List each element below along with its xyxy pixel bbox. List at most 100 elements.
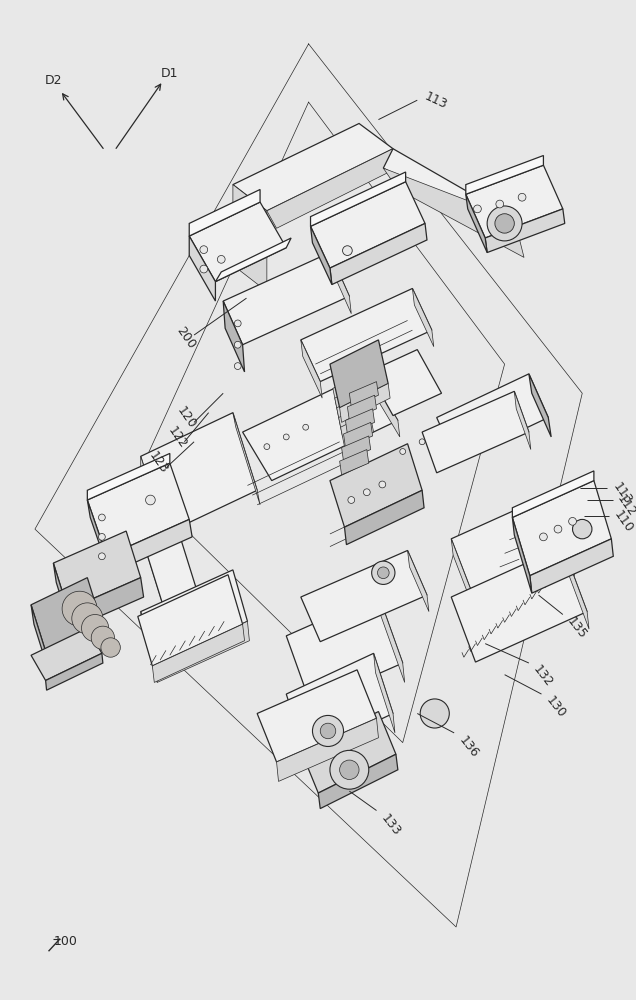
Polygon shape	[286, 595, 403, 704]
Polygon shape	[318, 754, 398, 809]
Polygon shape	[513, 517, 532, 593]
Polygon shape	[333, 374, 366, 408]
Text: 113: 113	[610, 481, 634, 508]
Circle shape	[62, 591, 97, 626]
Circle shape	[303, 424, 308, 430]
Circle shape	[343, 246, 352, 255]
Circle shape	[340, 760, 359, 779]
Polygon shape	[412, 288, 434, 347]
Polygon shape	[466, 165, 563, 238]
Circle shape	[420, 699, 449, 728]
Polygon shape	[301, 712, 396, 793]
Polygon shape	[46, 624, 105, 671]
Circle shape	[378, 567, 389, 579]
Polygon shape	[451, 495, 572, 602]
Polygon shape	[141, 456, 165, 612]
Circle shape	[234, 363, 241, 369]
Text: 135: 135	[565, 614, 590, 641]
Circle shape	[91, 626, 114, 649]
Polygon shape	[384, 149, 515, 238]
Text: 136: 136	[456, 734, 481, 760]
Circle shape	[99, 553, 106, 560]
Text: 112: 112	[614, 492, 636, 519]
Circle shape	[81, 615, 109, 642]
Polygon shape	[53, 531, 141, 610]
Polygon shape	[31, 578, 102, 651]
Polygon shape	[437, 374, 548, 461]
Text: 130: 130	[543, 694, 568, 721]
Polygon shape	[369, 350, 441, 416]
Polygon shape	[451, 547, 587, 662]
Text: 123: 123	[146, 450, 170, 477]
Polygon shape	[466, 194, 487, 253]
Polygon shape	[336, 393, 370, 427]
Polygon shape	[190, 236, 216, 301]
Text: 120: 120	[174, 404, 198, 431]
Polygon shape	[31, 605, 48, 671]
Polygon shape	[153, 624, 244, 682]
Polygon shape	[340, 384, 390, 422]
Polygon shape	[141, 612, 157, 682]
Polygon shape	[216, 238, 291, 282]
Circle shape	[495, 214, 515, 233]
Polygon shape	[330, 340, 388, 408]
Text: 133: 133	[378, 811, 403, 838]
Circle shape	[496, 200, 504, 208]
Circle shape	[474, 205, 481, 213]
Polygon shape	[341, 413, 373, 447]
Polygon shape	[335, 384, 368, 418]
Circle shape	[379, 481, 386, 488]
Polygon shape	[68, 578, 144, 629]
Circle shape	[419, 439, 425, 445]
Polygon shape	[349, 382, 378, 407]
Polygon shape	[223, 253, 349, 345]
Text: 200: 200	[174, 324, 198, 351]
Polygon shape	[155, 621, 249, 682]
Polygon shape	[513, 481, 611, 576]
Circle shape	[400, 449, 406, 454]
Circle shape	[264, 444, 270, 450]
Polygon shape	[563, 547, 589, 629]
Polygon shape	[46, 653, 103, 690]
Polygon shape	[286, 653, 393, 754]
Text: 122: 122	[165, 424, 190, 451]
Circle shape	[363, 489, 370, 496]
Text: D1: D1	[161, 67, 179, 80]
Polygon shape	[513, 471, 594, 517]
Polygon shape	[267, 149, 403, 228]
Polygon shape	[548, 495, 574, 576]
Polygon shape	[87, 500, 109, 574]
Text: D2: D2	[45, 74, 62, 87]
Circle shape	[312, 715, 343, 746]
Polygon shape	[233, 413, 260, 505]
Polygon shape	[378, 595, 404, 682]
Circle shape	[200, 246, 208, 254]
Circle shape	[371, 561, 395, 584]
Polygon shape	[310, 182, 425, 268]
Polygon shape	[301, 550, 427, 642]
Polygon shape	[343, 422, 373, 448]
Polygon shape	[515, 391, 531, 450]
Circle shape	[330, 750, 369, 789]
Polygon shape	[330, 444, 422, 527]
Polygon shape	[141, 519, 199, 612]
Polygon shape	[301, 340, 322, 398]
Polygon shape	[485, 209, 565, 253]
Polygon shape	[223, 301, 244, 372]
Circle shape	[99, 533, 106, 540]
Polygon shape	[190, 189, 260, 236]
Polygon shape	[233, 185, 267, 291]
Polygon shape	[190, 202, 286, 282]
Polygon shape	[384, 168, 524, 257]
Polygon shape	[466, 156, 543, 194]
Circle shape	[101, 638, 120, 657]
Circle shape	[200, 265, 208, 273]
Text: 132: 132	[530, 663, 555, 690]
Circle shape	[554, 525, 562, 533]
Polygon shape	[138, 575, 242, 666]
Polygon shape	[422, 391, 529, 473]
Circle shape	[234, 320, 241, 327]
Circle shape	[569, 517, 576, 525]
Polygon shape	[340, 450, 369, 475]
Polygon shape	[242, 372, 398, 481]
